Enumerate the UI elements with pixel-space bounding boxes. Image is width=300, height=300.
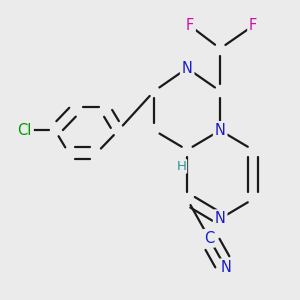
Text: F: F xyxy=(249,18,257,33)
Text: F: F xyxy=(186,18,194,33)
Text: N: N xyxy=(220,260,231,275)
Text: Cl: Cl xyxy=(18,123,32,138)
Text: C: C xyxy=(204,231,214,246)
Text: N: N xyxy=(215,211,226,226)
Text: H: H xyxy=(177,160,187,173)
Text: N: N xyxy=(215,123,226,138)
Text: N: N xyxy=(182,61,193,76)
